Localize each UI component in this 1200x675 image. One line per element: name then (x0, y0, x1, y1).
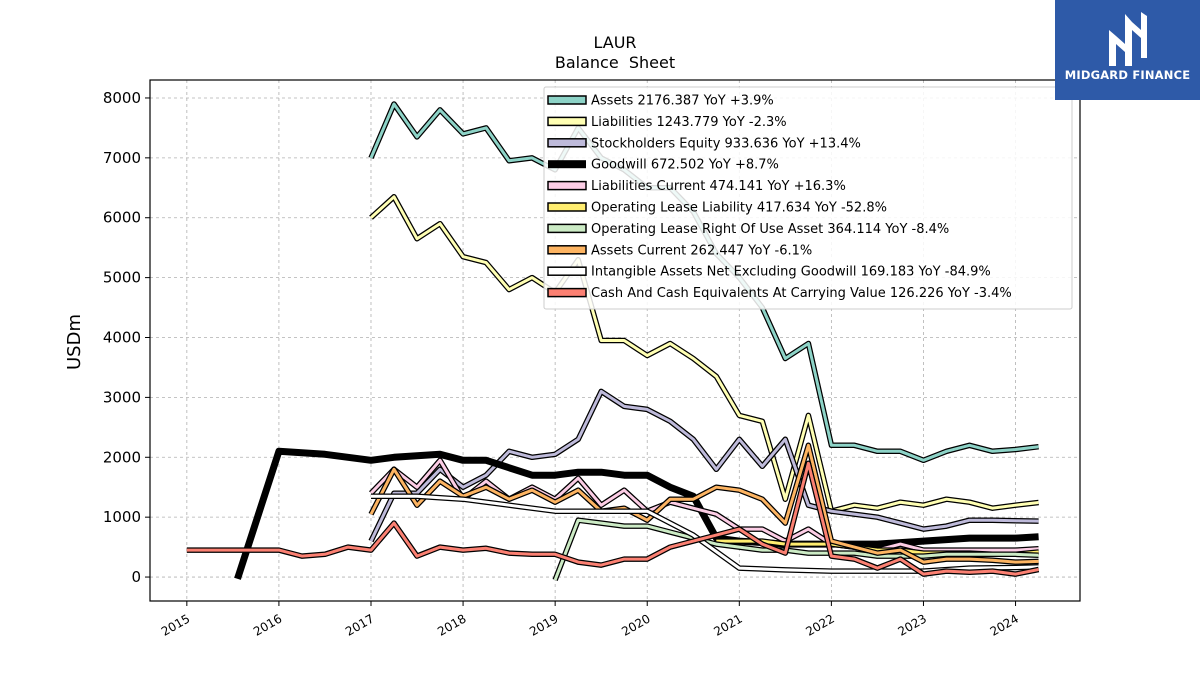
x-tick-label: 2015 (159, 611, 192, 638)
chart-title: LAUR (593, 33, 636, 52)
logo-text: MIDGARD FINANCE (1064, 68, 1191, 82)
legend-label: Liabilities 1243.779 YoY -2.3% (591, 115, 787, 130)
series-line-3 (234, 447, 1039, 580)
y-axis-label: USDm (64, 314, 85, 370)
legend-box (543, 86, 1073, 310)
y-tick-label: 8000 (103, 89, 141, 107)
y-tick-label: 7000 (103, 149, 141, 167)
x-tick-label: 2022 (803, 611, 836, 638)
x-tick-label: 2019 (527, 611, 560, 638)
legend-label: Operating Lease Liability 417.634 YoY -5… (591, 201, 887, 216)
legend-label: Liabilities Current 474.141 YoY +16.3% (591, 179, 846, 194)
series-line-2 (369, 389, 1039, 542)
logo-mark-icon (1109, 12, 1147, 66)
x-tick-label: 2024 (988, 611, 1021, 638)
series-line-6 (553, 518, 1039, 581)
y-tick-label: 4000 (103, 329, 141, 347)
x-tick-label: 2018 (435, 611, 468, 638)
midgard-finance-logo: MIDGARD FINANCE (1055, 0, 1200, 100)
legend-swatch (547, 116, 587, 127)
legend-swatch (547, 138, 587, 148)
x-tick-label: 2020 (619, 611, 652, 638)
y-tick-label: 5000 (103, 269, 141, 287)
y-tick-label: 0 (131, 568, 141, 586)
series-line-1 (369, 195, 1039, 513)
legend-label: Goodwill 672.502 YoY +8.7% (591, 158, 779, 173)
legend-swatch (547, 266, 587, 276)
series-line-4 (369, 458, 1039, 552)
series-line-7 (369, 443, 1039, 564)
legend-label: Stockholders Equity 933.636 YoY +13.4% (591, 136, 861, 151)
legend-label: Cash And Cash Equivalents At Carrying Va… (591, 286, 1012, 301)
legend-swatch (547, 245, 587, 255)
legend: Assets 2176.387 YoY +3.9% Liabilities 124… (543, 86, 1073, 310)
x-tick-label: 2023 (896, 611, 929, 638)
legend-label: Assets Current 262.447 YoY -6.1% (591, 243, 812, 258)
legend-swatch (547, 202, 587, 212)
x-tick-label: 2021 (711, 611, 744, 638)
y-tick-label: 3000 (103, 388, 141, 406)
y-tick-label: 1000 (103, 508, 141, 526)
legend-swatch (547, 287, 587, 298)
legend-swatch (547, 223, 587, 234)
y-tick-label: 6000 (103, 209, 141, 227)
chart-subtitle: Balance Sheet (555, 53, 675, 72)
series-line-9 (186, 461, 1039, 576)
legend-swatch (548, 160, 586, 169)
x-tick-label: 2016 (251, 611, 284, 638)
plot-frame (149, 79, 1081, 602)
legend-label: Operating Lease Right Of Use Asset 364.1… (591, 222, 949, 237)
y-tick-label: 2000 (103, 448, 141, 466)
legend-label: Assets 2176.387 YoY +3.9% (591, 94, 774, 109)
legend-swatch (547, 180, 587, 191)
legend-label: Intangible Assets Net Excluding Goodwill… (591, 265, 991, 280)
x-tick-label: 2017 (343, 611, 376, 638)
legend-swatch (547, 95, 587, 105)
